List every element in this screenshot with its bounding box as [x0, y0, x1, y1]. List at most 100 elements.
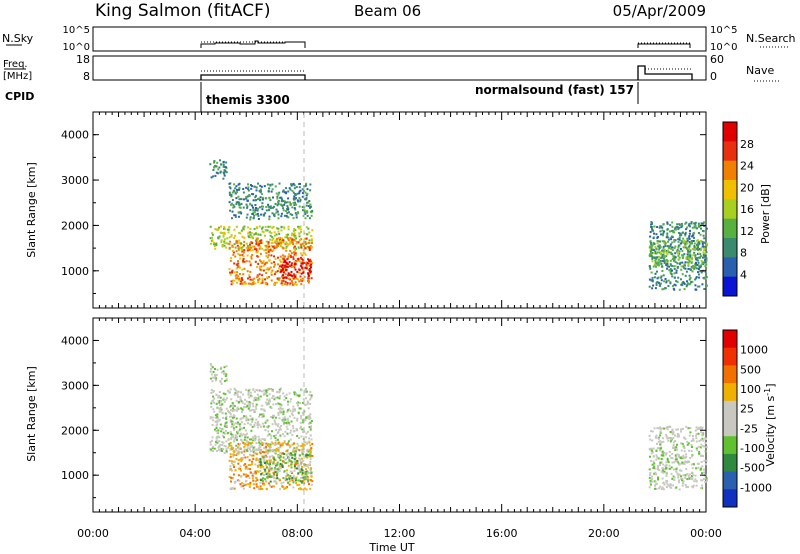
range-cell: [271, 183, 274, 186]
range-cell: [243, 244, 245, 247]
range-cell: [242, 393, 245, 396]
range-cell: [241, 401, 244, 404]
range-cell: [651, 248, 653, 251]
range-cell: [657, 427, 660, 430]
range-cell: [649, 472, 652, 474]
range-cell: [287, 461, 290, 464]
range-cell: [218, 226, 221, 229]
range-cell: [225, 424, 228, 427]
range-cell: [272, 395, 275, 398]
range-cell: [250, 255, 253, 258]
range-cell: [260, 192, 263, 195]
range-cell: [692, 240, 695, 242]
colorbar-tick-label: 25: [740, 403, 754, 416]
range-cell: [684, 261, 687, 264]
range-cell: [662, 274, 665, 277]
range-cell: [218, 436, 221, 439]
range-cell: [273, 473, 276, 476]
range-cell: [265, 464, 268, 467]
range-cell: [300, 238, 303, 241]
range-cell: [297, 257, 300, 260]
range-cell: [212, 408, 215, 411]
range-cell: [705, 259, 708, 262]
range-cell: [287, 440, 290, 443]
range-cell: [668, 467, 671, 470]
range-cell: [220, 239, 223, 242]
range-cell: [311, 442, 314, 445]
range-cell: [293, 238, 296, 241]
range-cell: [704, 437, 707, 440]
range-cell: [278, 417, 281, 420]
range-cell: [244, 480, 247, 483]
range-cell: [653, 462, 656, 465]
range-cell: [278, 182, 281, 185]
range-cell: [302, 398, 305, 401]
range-cell: [265, 447, 268, 450]
range-cell: [273, 255, 275, 258]
freq-strip: Freq. [MHz] 18 8 60 0 Nave: [3, 53, 780, 83]
range-cell: [302, 413, 305, 416]
range-cell: [675, 226, 678, 229]
range-cell: [308, 422, 311, 425]
range-cell: [216, 431, 219, 434]
range-cell: [261, 198, 264, 201]
range-cell: [290, 452, 293, 455]
range-cell: [274, 240, 277, 243]
range-cell: [661, 240, 664, 243]
velocity-colorbar-label: Velocity [m s-1]: [763, 383, 778, 466]
range-cell: [238, 277, 241, 280]
range-cell: [246, 447, 249, 450]
range-cell: [266, 261, 269, 264]
range-cell: [225, 415, 228, 418]
range-cell: [215, 165, 218, 168]
range-cell: [264, 248, 267, 251]
range-cell: [664, 278, 667, 280]
range-cell: [243, 426, 245, 429]
range-cell: [308, 217, 311, 220]
range-cell: [254, 398, 257, 401]
range-cell: [287, 237, 289, 240]
range-cell: [284, 236, 287, 239]
range-cell: [233, 262, 236, 265]
range-cell: [231, 410, 234, 412]
range-cell: [225, 246, 228, 249]
range-cell: [682, 480, 685, 483]
range-cell: [212, 445, 215, 448]
range-cell: [230, 420, 233, 423]
range-cell: [209, 377, 212, 380]
range-cell: [265, 240, 268, 243]
range-cell: [244, 436, 247, 439]
range-cell: [672, 231, 675, 234]
range-cell: [306, 479, 309, 482]
range-cell: [694, 288, 697, 291]
colorbar-segment: [723, 257, 737, 278]
range-cell: [694, 223, 697, 225]
range-cell: [229, 487, 232, 490]
range-cell: [279, 434, 282, 437]
range-cell: [664, 254, 667, 257]
range-cell: [273, 247, 276, 250]
range-cell: [677, 474, 680, 477]
range-cell: [256, 276, 259, 279]
range-cell: [660, 279, 663, 282]
range-cell: [255, 457, 258, 460]
range-cell: [233, 228, 236, 231]
range-cell: [256, 238, 259, 241]
range-cell: [670, 273, 673, 276]
range-cell: [269, 205, 272, 208]
range-cell: [248, 274, 251, 277]
range-cell: [216, 229, 219, 231]
range-cell: [250, 395, 253, 398]
range-cell: [304, 266, 307, 269]
range-cell: [303, 475, 306, 478]
range-cell: [249, 483, 252, 486]
range-cell: [233, 243, 236, 246]
range-cell: [300, 445, 303, 447]
range-cell: [293, 195, 296, 198]
range-cell: [214, 174, 217, 177]
range-cell: [289, 438, 292, 441]
range-cell: [285, 247, 288, 249]
range-cell: [304, 217, 307, 220]
range-cell: [224, 445, 227, 448]
